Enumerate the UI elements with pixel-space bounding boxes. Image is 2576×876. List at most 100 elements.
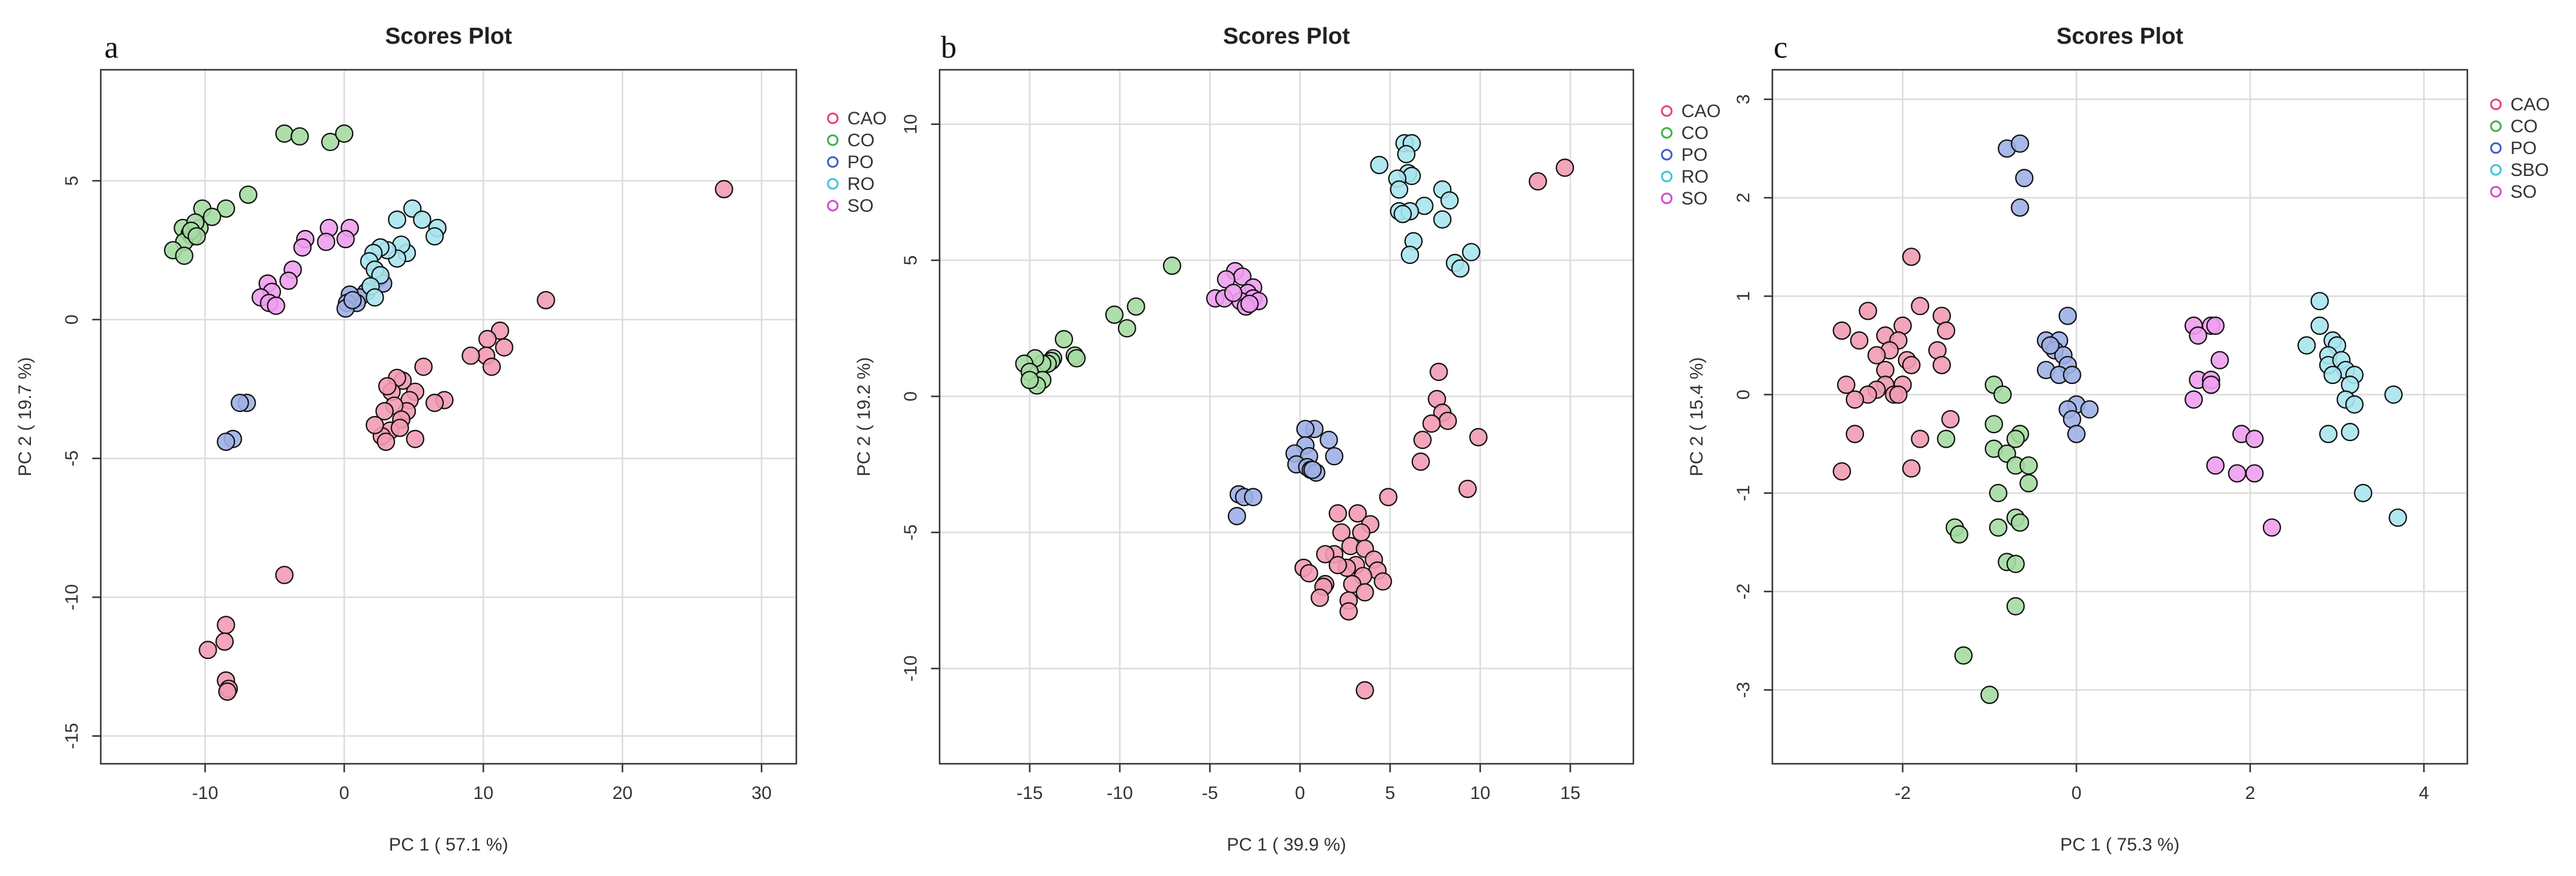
points-layer	[164, 124, 733, 701]
point-cao	[490, 322, 509, 340]
legend-marker-cao	[1661, 105, 1673, 117]
point-po	[1227, 507, 1246, 525]
point-cao	[1300, 564, 1318, 583]
point-cao	[390, 419, 409, 437]
point-co	[275, 124, 294, 143]
legend-marker-co	[1661, 127, 1673, 139]
point-co	[1127, 297, 1145, 316]
legend-label-so: SO	[2510, 182, 2537, 202]
point-cao	[414, 357, 433, 376]
plot-title: Scores Plot	[385, 24, 512, 49]
point-cao	[425, 394, 444, 413]
point-cao	[1845, 425, 1865, 443]
point-cao	[1911, 430, 1930, 448]
panel-letter: c	[1774, 30, 1788, 65]
legend-marker-po	[2490, 142, 2502, 154]
legend-marker-so	[2490, 186, 2502, 198]
point-co	[334, 124, 354, 143]
y-tick-label: 10	[901, 114, 921, 134]
point-cao	[1429, 362, 1448, 382]
point-cao	[1850, 331, 1869, 350]
point-so	[2185, 390, 2203, 409]
point-cao	[1889, 385, 1908, 404]
point-co	[2006, 597, 2025, 616]
point-po	[2080, 400, 2099, 419]
point-cao	[1379, 488, 1398, 507]
point-co	[2010, 513, 2030, 532]
point-po	[2041, 336, 2060, 355]
point-po	[2010, 134, 2030, 153]
point-cao	[1832, 321, 1851, 340]
point-cao	[1528, 172, 1547, 191]
x-axis-label: PC 1 ( 39.9 %)	[1227, 835, 1346, 855]
y-tick-label: -15	[62, 723, 82, 749]
point-po	[2015, 169, 2034, 187]
x-tick-label: -2	[1894, 783, 1911, 803]
point-cao	[1867, 346, 1886, 365]
x-tick-label: 10	[473, 783, 493, 803]
panel-b: -15 -10 -5 0 5 10 15 -10 -5 0 5 10 Scores Plot b PC 1 …	[854, 24, 1721, 855]
point-cao	[1837, 376, 1856, 394]
legend-label-so: SO	[847, 196, 873, 216]
x-tick-label: -15	[1017, 783, 1043, 803]
point-so	[2262, 518, 2282, 537]
point-so	[2206, 316, 2225, 335]
point-so	[2201, 376, 2220, 394]
point-sbo	[2384, 385, 2403, 404]
point-cao	[365, 416, 384, 434]
legend-marker-ro	[827, 178, 839, 190]
y-tick-label: -3	[1734, 682, 1754, 698]
panel-a: -10 0 10 20 30 -15 -10 -5 0 5 Scores Plot a PC 1 ( 5…	[15, 24, 887, 855]
x-tick-label: 30	[751, 783, 771, 803]
point-po	[1325, 446, 1344, 466]
y-tick-label: -10	[901, 655, 921, 681]
point-co	[1937, 430, 1956, 448]
y-tick-label: -1	[1734, 485, 1754, 501]
x-axis-label: PC 1 ( 57.1 %)	[389, 835, 509, 855]
point-cao	[714, 180, 733, 198]
legend-label-co: CO	[847, 130, 875, 150]
legend-marker-sbo	[2490, 164, 2502, 176]
point-cao	[1902, 248, 1921, 266]
point-co	[1020, 371, 1039, 389]
plot-title: Scores Plot	[1223, 24, 1350, 49]
point-po	[231, 394, 249, 413]
x-tick-label: -5	[1202, 783, 1218, 803]
point-cao	[1469, 428, 1488, 446]
point-cao	[1329, 556, 1347, 574]
legend-label-cao: CAO	[847, 109, 887, 129]
point-co	[203, 207, 222, 226]
point-so	[1240, 294, 1259, 313]
point-cao	[1355, 583, 1374, 602]
point-cao	[1859, 302, 1877, 320]
point-cao	[1458, 479, 1477, 498]
legend-label-sbo: SBO	[2510, 160, 2549, 180]
point-ro	[425, 227, 444, 246]
point-co	[1993, 385, 2012, 404]
point-co	[1989, 483, 2008, 502]
legend-label-cao: CAO	[1681, 101, 1721, 121]
point-cao	[198, 641, 217, 659]
legend-label-ro: RO	[847, 174, 875, 194]
point-cao	[1411, 452, 1430, 471]
point-cao	[1422, 414, 1441, 433]
point-sbo	[2297, 336, 2316, 355]
point-cao	[405, 430, 425, 448]
legend-label-so: SO	[1681, 189, 1707, 209]
point-cao	[375, 402, 394, 420]
point-ro	[1462, 243, 1480, 261]
point-cao	[1329, 504, 1347, 523]
point-co	[1984, 415, 2004, 434]
point-po	[1244, 488, 1263, 507]
point-so	[279, 271, 298, 290]
point-cao	[376, 433, 395, 451]
point-co	[1054, 330, 1073, 349]
legend-marker-cao	[2490, 98, 2502, 110]
point-co	[1980, 686, 1999, 704]
y-tick-label: 2	[1734, 193, 1754, 203]
point-so	[2245, 430, 2264, 448]
plot-title: Scores Plot	[2056, 24, 2183, 49]
point-cao	[1348, 504, 1367, 523]
